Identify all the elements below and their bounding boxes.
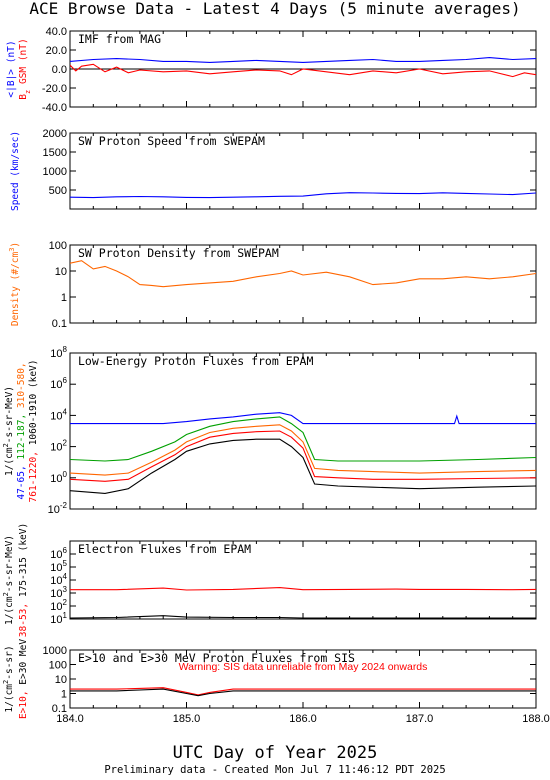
series--b- bbox=[70, 57, 536, 63]
series-b-z-gsm bbox=[70, 63, 536, 78]
y-tick-label: 0.1 bbox=[52, 703, 67, 715]
y-tick-label: 0.1 bbox=[52, 318, 67, 330]
y-tick-label: 104 bbox=[50, 407, 67, 422]
series-density bbox=[70, 260, 536, 288]
y-tick-label: 1500 bbox=[43, 147, 67, 159]
y-tick-label: 102 bbox=[50, 439, 67, 454]
series-speed bbox=[70, 192, 536, 199]
y-tick-label: 10 bbox=[55, 674, 67, 686]
plot-frame bbox=[69, 352, 537, 510]
series-310-580 bbox=[70, 424, 536, 476]
x-axis-label: UTC Day of Year 2025 bbox=[172, 743, 378, 763]
series-112-187 bbox=[70, 416, 536, 462]
series-38-53 bbox=[70, 587, 536, 591]
y-axis-units: 1/(cm2-s-sr) bbox=[2, 645, 15, 712]
panel-title: Low-Energy Proton Fluxes from EPAM bbox=[78, 354, 313, 368]
series-e-30-mev bbox=[70, 688, 536, 697]
series-761-1220 bbox=[70, 430, 536, 482]
panel-4: 10-2 100 102 104 106 108 Low-Energy Proton Flu… bbox=[2, 345, 537, 516]
y-tick-label: -20.0 bbox=[42, 83, 67, 95]
x-tick-label: 186.0 bbox=[289, 713, 317, 725]
y-tick-label: 2000 bbox=[43, 128, 67, 140]
y-tick-label: 108 bbox=[50, 345, 67, 360]
y-tick-label: 10 bbox=[55, 266, 67, 278]
panel-3: 0.1 1 10 100 SW Proton Density from SWEPAM De… bbox=[8, 240, 537, 330]
y-axis-units: 1/(cm2-s-sr-MeV) bbox=[2, 386, 15, 476]
y-axis-label: 47-65, 112-187, 310-580, bbox=[16, 362, 27, 499]
y-axis-label: <|B|> (nT) bbox=[6, 40, 17, 97]
y-axis-label: Speed (km/sec) bbox=[10, 131, 21, 211]
x-tick-label: 184.0 bbox=[56, 713, 84, 725]
panel-annotation: Warning: SIS data unreliable from May 20… bbox=[179, 661, 428, 673]
y-axis-units: 1/(cm2-s-sr-MeV) bbox=[2, 535, 15, 625]
x-tick-label: 187.0 bbox=[406, 713, 434, 725]
y-tick-label: 10-2 bbox=[48, 501, 68, 516]
y-tick-label: 101 bbox=[50, 611, 67, 626]
y-axis-label: Density (#/cm3) bbox=[8, 242, 21, 326]
panel-title: SW Proton Speed from SWEPAM bbox=[78, 134, 265, 148]
series-e-10 bbox=[70, 687, 536, 696]
y-tick-label: 103 bbox=[50, 585, 67, 600]
y-axis-label: Bz GSM (nT) bbox=[18, 38, 32, 99]
x-tick-label: 185.0 bbox=[173, 713, 201, 725]
y-axis-label: 38-53, 175-315 (keV) bbox=[18, 523, 29, 637]
panel-title: E>10 and E>30 MeV Proton Fluxes from SIS bbox=[78, 651, 355, 665]
y-tick-label: 100 bbox=[50, 470, 67, 485]
y-tick-label: 105 bbox=[50, 559, 67, 574]
y-tick-label: 1 bbox=[61, 689, 67, 701]
footer-note: Preliminary data - Created Mon Jul 7 11:… bbox=[104, 764, 446, 776]
y-tick-label: 100 bbox=[49, 660, 67, 672]
page-title: ACE Browse Data - Latest 4 Days (5 minut… bbox=[29, 0, 521, 18]
y-tick-label: 106 bbox=[50, 376, 67, 391]
y-tick-label: -40.0 bbox=[42, 102, 67, 114]
y-tick-label: 102 bbox=[50, 598, 67, 613]
panel-1: -40.0 -20.0 0.0 20.0 40.0 IMF from MAG <|B|> (… bbox=[6, 26, 537, 114]
series-47-65 bbox=[70, 412, 536, 425]
panel-6: 0.1 1 10 100 1000 E>10 and E>30 MeV Proton Fl… bbox=[2, 639, 550, 725]
y-tick-label: 1000 bbox=[43, 645, 67, 657]
series-175-315 bbox=[70, 615, 536, 619]
panel-2: 500 1000 1500 2000 SW Proton Speed from SWEP… bbox=[10, 128, 537, 211]
y-tick-label: 20.0 bbox=[46, 45, 67, 57]
y-axis-label: E>10, E>30 MeV bbox=[18, 639, 29, 719]
y-tick-label: 500 bbox=[49, 185, 67, 197]
y-tick-label: 0.0 bbox=[52, 64, 67, 76]
panel-title: Electron Fluxes from EPAM bbox=[78, 542, 251, 556]
x-tick-label: 188.0 bbox=[522, 713, 550, 725]
y-tick-label: 106 bbox=[50, 546, 67, 561]
y-tick-label: 104 bbox=[50, 572, 67, 587]
y-tick-label: 100 bbox=[49, 240, 67, 252]
y-tick-label: 1000 bbox=[43, 166, 67, 178]
y-axis-label: 761-1220, 1060-1910 (keV) bbox=[28, 360, 39, 503]
y-tick-label: 40.0 bbox=[46, 26, 67, 38]
series-1060-1910 bbox=[70, 438, 536, 494]
y-tick-label: 1 bbox=[61, 292, 67, 304]
panel-title: IMF from MAG bbox=[78, 32, 161, 46]
panel-title: SW Proton Density from SWEPAM bbox=[78, 246, 279, 260]
